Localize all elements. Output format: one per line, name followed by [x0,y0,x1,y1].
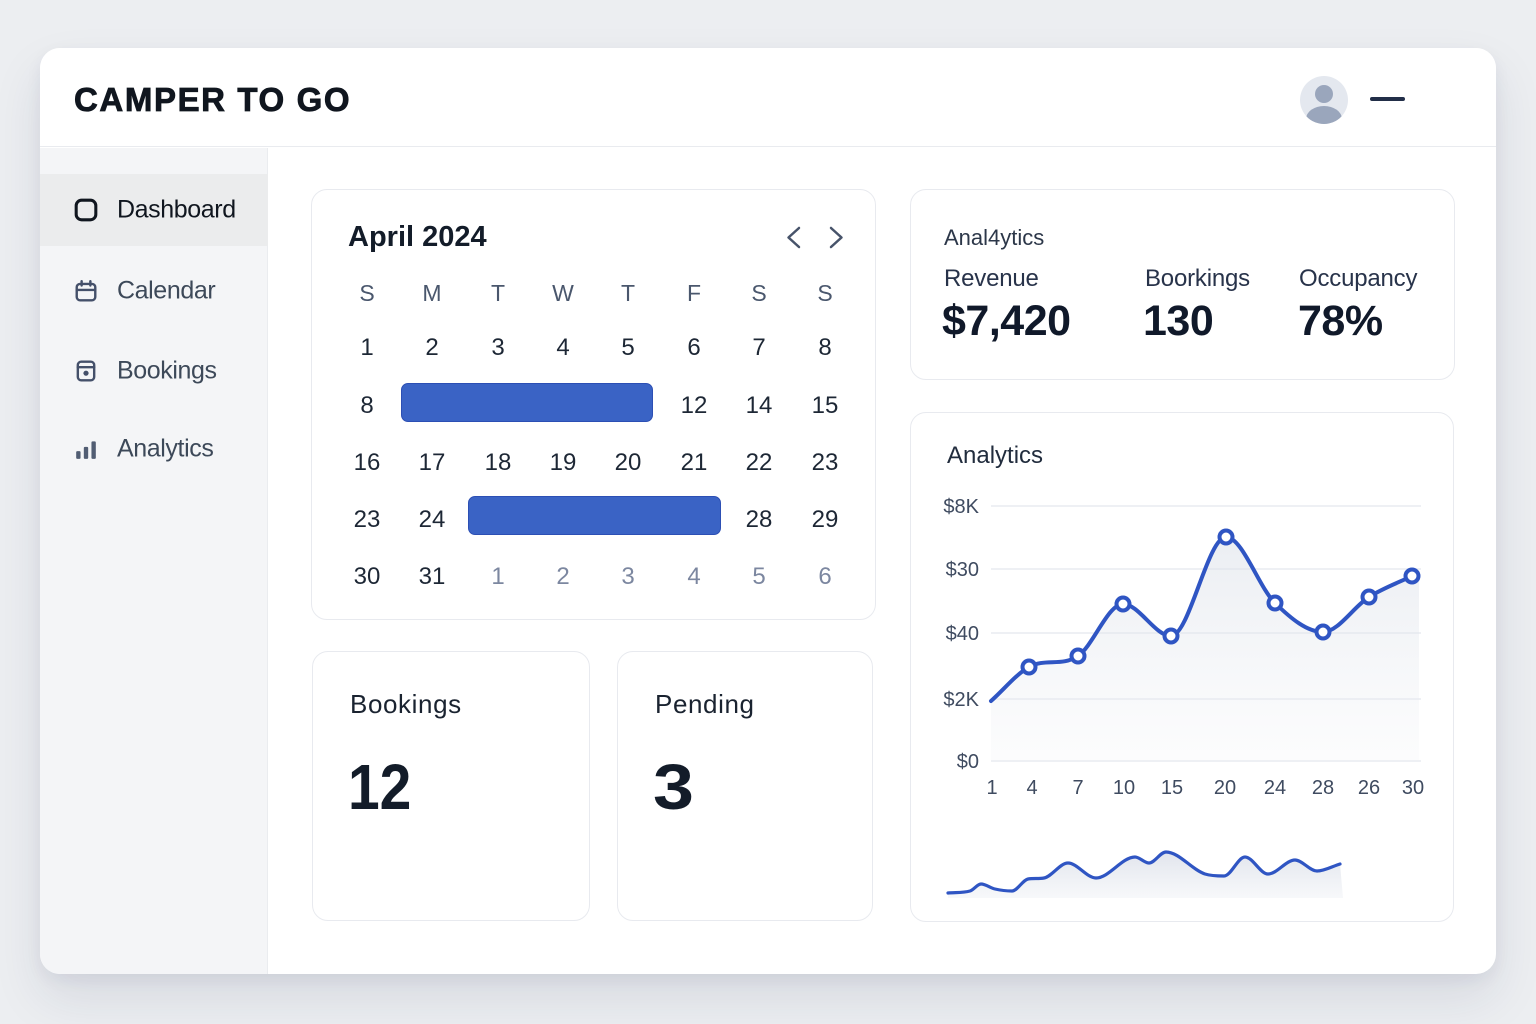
svg-text:7: 7 [1072,777,1083,799]
svg-text:$30: $30 [946,559,979,581]
svg-text:4: 4 [1026,777,1037,799]
svg-text:24: 24 [1264,777,1286,799]
svg-text:$0: $0 [957,751,979,773]
svg-text:1: 1 [986,777,997,799]
svg-text:$2K: $2K [943,689,979,711]
svg-text:15: 15 [1161,777,1183,799]
svg-text:$40: $40 [946,623,979,645]
svg-text:20: 20 [1214,777,1236,799]
svg-text:$8K: $8K [943,496,979,518]
svg-text:30: 30 [1402,777,1424,799]
svg-text:26: 26 [1358,777,1380,799]
svg-text:10: 10 [1113,777,1135,799]
svg-text:28: 28 [1312,777,1334,799]
